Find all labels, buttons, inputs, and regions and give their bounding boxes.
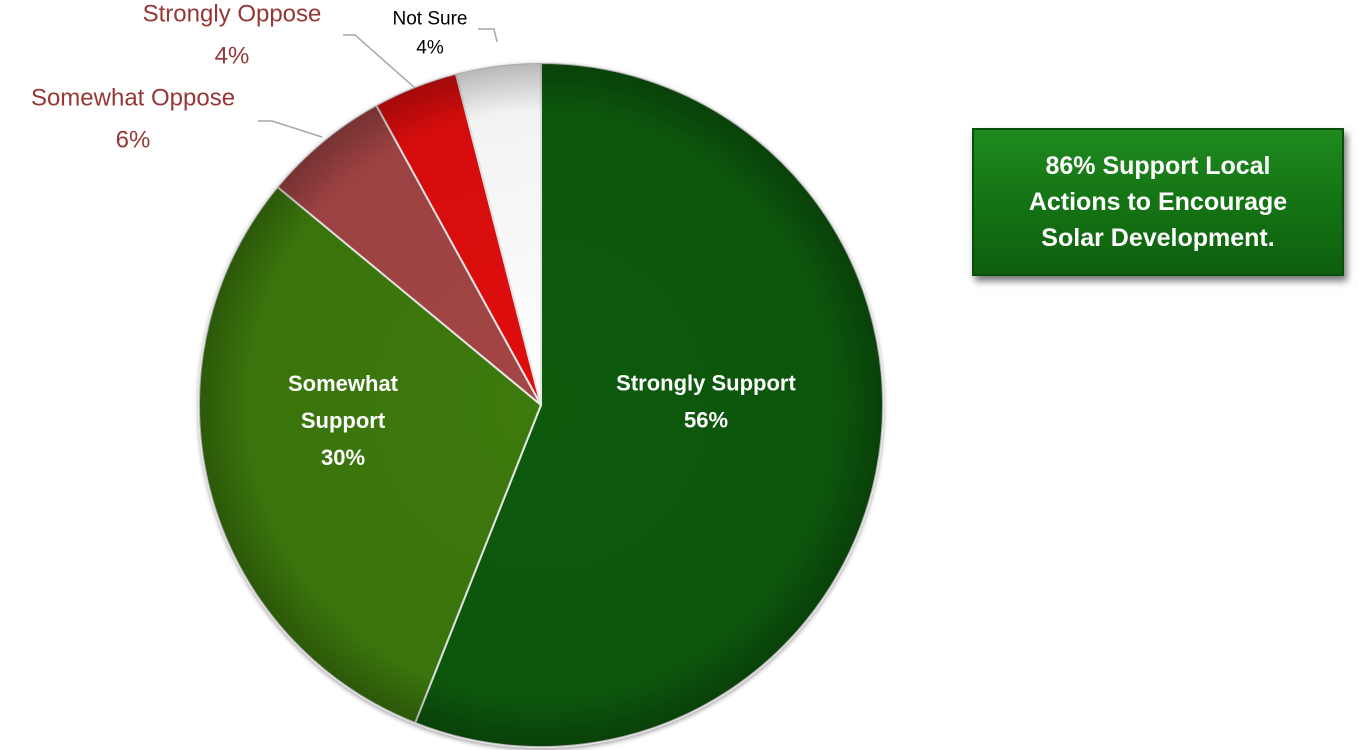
leader-line-not-sure — [478, 28, 498, 43]
data-label-value-not-sure: 4% — [416, 38, 444, 59]
data-label-name-strongly-oppose: Strongly Oppose — [143, 0, 322, 27]
data-label-name-somewhat-support: Somewhat — [288, 371, 399, 396]
data-label-name-not-sure: Not Sure — [393, 9, 468, 30]
leader-line-somewhat-oppose — [258, 120, 323, 138]
data-label-name-strongly-support: Strongly Support — [616, 370, 796, 395]
data-label-name-somewhat-oppose: Somewhat Oppose — [31, 84, 235, 111]
data-label-value-somewhat-oppose: 6% — [116, 126, 151, 153]
support-callout-box: 86% Support Local Actions to Encourage S… — [972, 128, 1344, 276]
data-label-value-strongly-support: 56% — [684, 407, 728, 432]
leader-line-strongly-oppose — [343, 34, 416, 89]
callout-line-3: Solar Development. — [1041, 224, 1275, 252]
data-label-value-strongly-oppose: 4% — [215, 42, 250, 69]
data-label-name-somewhat-support: Support — [301, 408, 386, 433]
callout-line-2: Actions to Encourage — [1028, 188, 1288, 216]
callout-line-1: 86% Support Local — [1045, 152, 1271, 180]
data-label-value-somewhat-support: 30% — [321, 445, 365, 470]
